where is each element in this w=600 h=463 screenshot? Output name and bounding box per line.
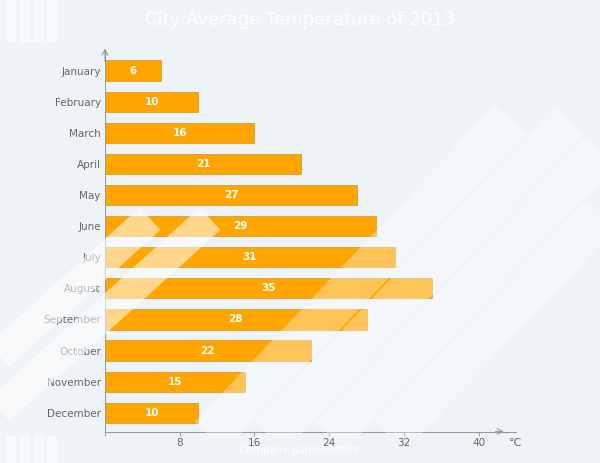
Text: 21: 21 — [196, 159, 211, 169]
Bar — [105, 154, 301, 174]
Bar — [105, 92, 199, 112]
Bar — [34, 0, 43, 41]
Text: 31: 31 — [242, 252, 257, 262]
Bar — [105, 340, 311, 361]
Text: 22: 22 — [200, 345, 215, 356]
Text: 15: 15 — [168, 377, 182, 387]
Bar — [34, 436, 43, 463]
Text: 29: 29 — [233, 221, 248, 231]
Text: 35: 35 — [261, 283, 276, 294]
Text: Company name/Author: Company name/Author — [239, 444, 361, 455]
Text: 16: 16 — [172, 128, 187, 138]
Bar — [105, 185, 357, 205]
Bar — [20, 0, 29, 41]
Bar — [105, 123, 254, 143]
Text: City Average Temperature of 2013: City Average Temperature of 2013 — [145, 12, 455, 29]
Text: 28: 28 — [229, 314, 243, 325]
Bar — [105, 216, 376, 236]
Bar — [105, 278, 432, 299]
Bar — [20, 436, 29, 463]
Bar — [6, 436, 15, 463]
Bar — [47, 436, 56, 463]
Bar — [105, 309, 367, 330]
Text: 10: 10 — [145, 408, 159, 418]
Bar — [105, 403, 199, 423]
Bar — [105, 372, 245, 392]
Text: 6: 6 — [130, 66, 137, 75]
Text: ℃: ℃ — [509, 438, 521, 448]
Text: 27: 27 — [224, 190, 238, 200]
Bar — [105, 60, 161, 81]
Bar — [47, 0, 56, 41]
Text: 10: 10 — [145, 97, 159, 106]
Bar — [6, 0, 15, 41]
Bar — [105, 247, 395, 267]
